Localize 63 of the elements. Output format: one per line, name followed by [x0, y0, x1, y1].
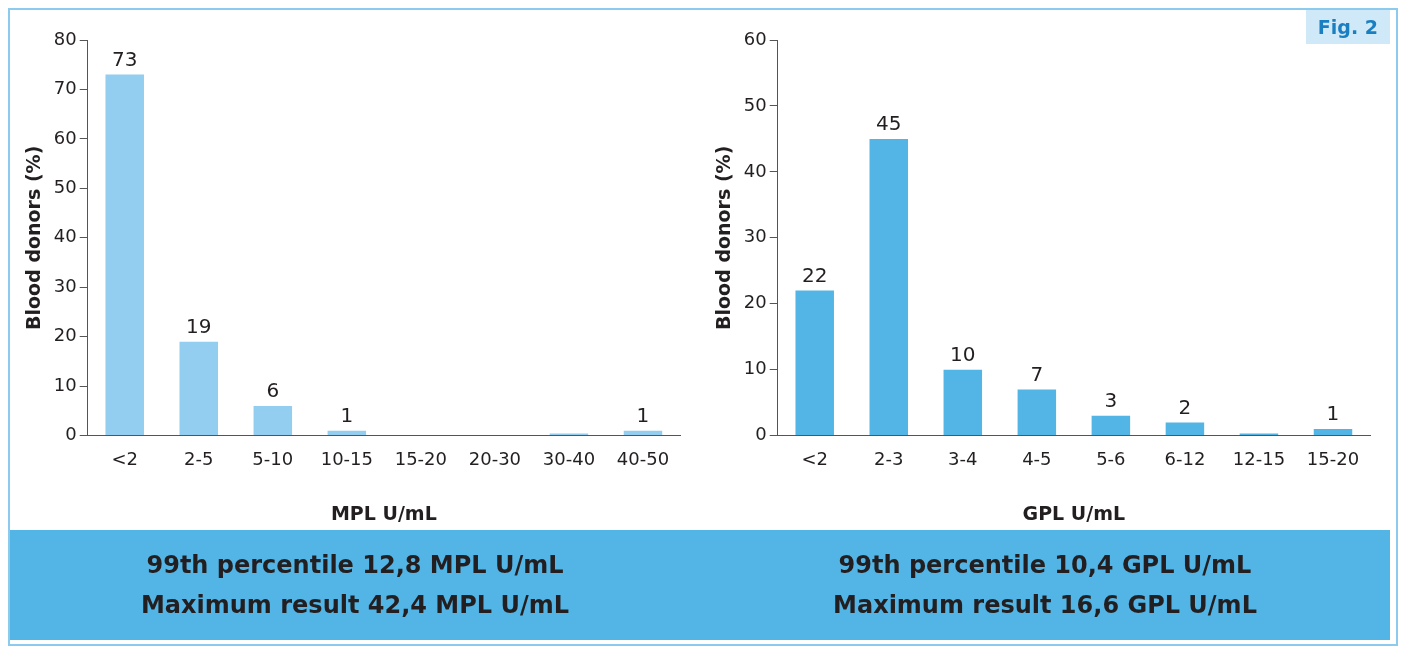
y-tick-label: 80	[53, 27, 77, 49]
y-tick-label: 60	[53, 126, 77, 148]
y-tick-label: 20	[53, 324, 77, 346]
data-label: 7	[1030, 361, 1044, 386]
text: 99th percentile 12,8 MPL U/mL	[146, 550, 564, 581]
bar	[795, 290, 834, 436]
y-tick-label: 50	[743, 93, 767, 115]
data-label: 3	[1104, 388, 1118, 413]
x-tick-label: 5-10	[252, 448, 294, 470]
y-tick-label: 10	[53, 373, 77, 395]
bar	[179, 341, 219, 436]
data-label: 22	[802, 262, 828, 287]
bar	[105, 74, 144, 436]
chart-title: Fig. 2	[1305, 10, 1390, 44]
x-tick-label: 15-20	[394, 448, 448, 470]
x-axis-title: GPL U/mL	[1022, 501, 1126, 524]
data-label: 73	[112, 46, 138, 71]
x-tick-label: <2	[801, 448, 828, 470]
bar	[1017, 389, 1057, 436]
y-tick-label: 0	[755, 423, 767, 445]
x-tick-label: 5-6	[1096, 448, 1126, 470]
x-tick-label: 20-30	[468, 448, 522, 470]
x-tick-label: 2-3	[874, 448, 904, 470]
data-label: 2	[1178, 394, 1192, 419]
bar	[1165, 422, 1205, 436]
x-tick-label: 40-50	[616, 448, 670, 470]
data-label: 19	[186, 313, 212, 338]
y-tick-label: 50	[53, 176, 77, 198]
y-tick-label: 60	[743, 27, 767, 49]
x-tick-label: 10-15	[320, 448, 373, 470]
data-label: 45	[876, 111, 902, 136]
bar	[1091, 415, 1131, 436]
y-axis-title: Blood donors (%)	[712, 145, 735, 330]
bar	[943, 369, 983, 436]
y-tick-label: 10	[743, 357, 767, 379]
data-label: 6	[266, 378, 280, 403]
data-label: 1	[340, 402, 354, 427]
y-tick-label: 70	[53, 77, 77, 99]
x-tick-label: 2-5	[184, 448, 214, 470]
x-tick-label: 6-12	[1164, 448, 1206, 470]
data-label: 1	[636, 402, 650, 427]
y-tick-label: 40	[743, 159, 767, 181]
text: 99th percentile 10,4 GPL U/mL	[838, 550, 1252, 581]
data-label: 10	[950, 341, 976, 366]
bar	[1313, 429, 1353, 436]
x-tick-label: 3-4	[948, 448, 978, 470]
bar	[253, 405, 293, 436]
y-tick-label: 20	[743, 291, 767, 313]
x-tick-label: <2	[111, 448, 138, 470]
x-tick-label: 15-20	[1306, 448, 1360, 470]
text: Maximum result 16,6 GPL U/mL	[833, 590, 1257, 621]
x-tick-label: 12-15	[1232, 448, 1286, 470]
y-tick-label: 30	[743, 225, 767, 247]
y-tick-label: 0	[65, 423, 77, 445]
y-tick-label: 40	[53, 225, 77, 247]
y-tick-label: 30	[53, 274, 77, 296]
x-tick-label: 30-40	[542, 448, 596, 470]
x-axis-title: MPL U/mL	[330, 501, 437, 524]
data-label: 1	[1326, 401, 1340, 426]
y-axis-title: Blood donors (%)	[22, 145, 45, 330]
text: Maximum result 42,4 MPL U/mL	[140, 590, 570, 621]
bar	[869, 138, 909, 436]
x-tick-label: 4-5	[1022, 448, 1052, 470]
